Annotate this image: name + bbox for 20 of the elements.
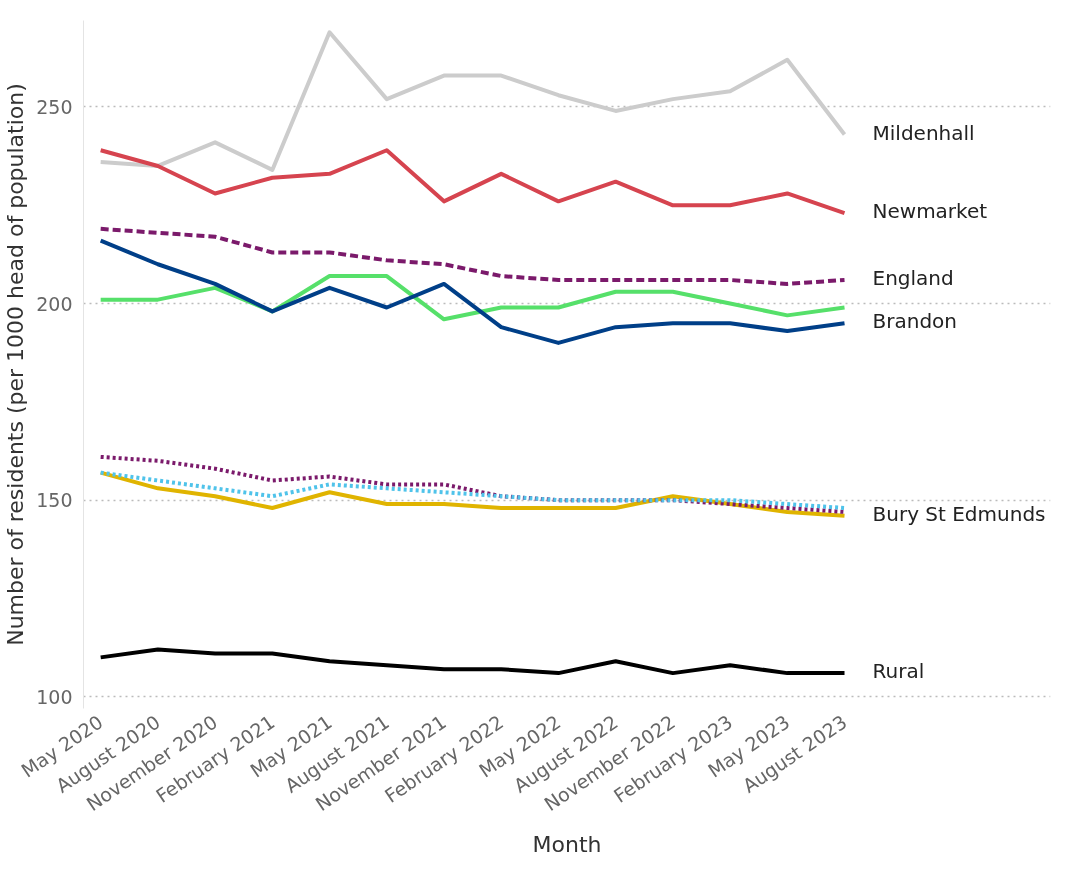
line-series xyxy=(98,470,847,518)
series-label: England xyxy=(872,265,954,290)
line-series xyxy=(98,274,847,322)
series-label: Mildenhall xyxy=(872,120,975,145)
series-label: Rural xyxy=(872,659,925,684)
line-series xyxy=(98,148,847,216)
y-tick-label: 250 xyxy=(36,95,73,118)
y-tick-label: 100 xyxy=(36,685,73,708)
y-axis-title: Number of residents (per 1000 head of population) xyxy=(3,83,29,646)
y-tick-label: 150 xyxy=(36,489,73,512)
series-label: Brandon xyxy=(872,309,957,334)
line-series xyxy=(98,30,847,172)
line-series xyxy=(98,470,847,510)
series-label: Newmarket xyxy=(872,199,988,224)
series-label: Bury St Edmunds xyxy=(872,501,1046,526)
line-series xyxy=(98,647,847,676)
x-axis-title: Month xyxy=(532,832,602,858)
y-tick-label: 200 xyxy=(36,292,73,315)
line-series xyxy=(98,238,847,345)
line-series xyxy=(98,226,847,286)
